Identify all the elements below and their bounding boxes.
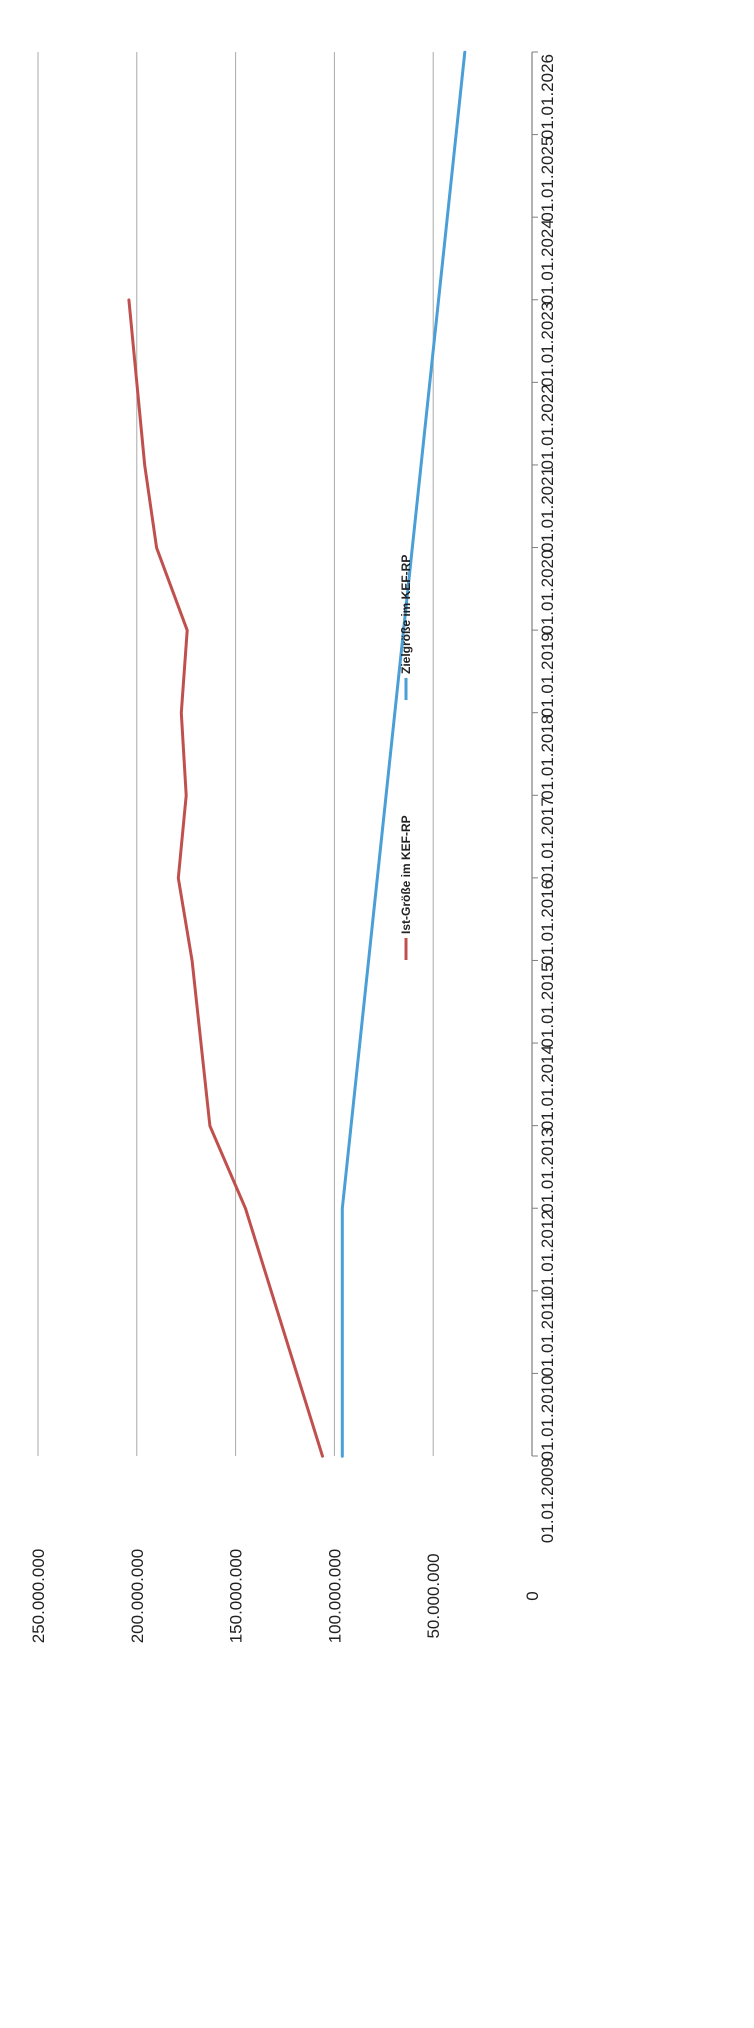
x-tick-label: 01.01.2014 (538, 1045, 557, 1130)
gridlines (37, 52, 434, 1456)
series-line-1 (340, 50, 467, 1458)
legend-label: Zielgröße im KEF-RP (399, 555, 413, 674)
y-axis-tick-labels: 0 50.000.000 100.000.000 150.000.000 200.000… (29, 1549, 542, 1644)
y-tick-label: 50.000.000 (424, 1553, 443, 1638)
x-tick-label: 01.01.2021 (538, 467, 557, 552)
x-tick-label: 01.01.2025 (538, 137, 557, 222)
x-tick-label: 01.01.2019 (538, 632, 557, 717)
x-tick-label: 01.01.2026 (538, 54, 557, 139)
x-tick-label: 01.01.2023 (538, 302, 557, 387)
x-tick-label: 01.01.2013 (538, 1128, 557, 1213)
x-tick-label: 01.01.2024 (538, 219, 557, 304)
series-line-0 (127, 298, 324, 1458)
legend: Ist-Größe im KEF-RP Zielgröße im KEF-RP (399, 555, 413, 960)
legend-label: Ist-Größe im KEF-RP (399, 815, 413, 934)
y-tick-label: 200.000.000 (128, 1549, 147, 1644)
x-tick-label: 01.01.2018 (538, 715, 557, 800)
x-tick-label: 01.01.2015 (538, 962, 557, 1047)
x-tick-label: 01.01.2022 (538, 384, 557, 469)
x-axis-tick-labels: 01.01.200901.01.201001.01.201101.01.2012… (538, 54, 557, 1543)
x-tick-label: 01.01.2012 (538, 1210, 557, 1295)
y-tick-label: 250.000.000 (29, 1549, 48, 1644)
y-tick-label: 150.000.000 (227, 1549, 246, 1644)
x-tick-label: 01.01.2010 (538, 1375, 557, 1460)
x-tick-label: 01.01.2020 (538, 550, 557, 635)
series-lines (127, 50, 467, 1458)
y-tick-label: 100.000.000 (325, 1549, 344, 1644)
x-tick-label: 01.01.2017 (538, 797, 557, 882)
y-tick-label: 0 (523, 1591, 542, 1600)
x-tick-label: 01.01.2011 (538, 1293, 557, 1377)
axes (531, 51, 538, 1457)
x-tick-label: 01.01.2016 (538, 880, 557, 965)
x-tick-label: 01.01.2009 (538, 1458, 557, 1543)
